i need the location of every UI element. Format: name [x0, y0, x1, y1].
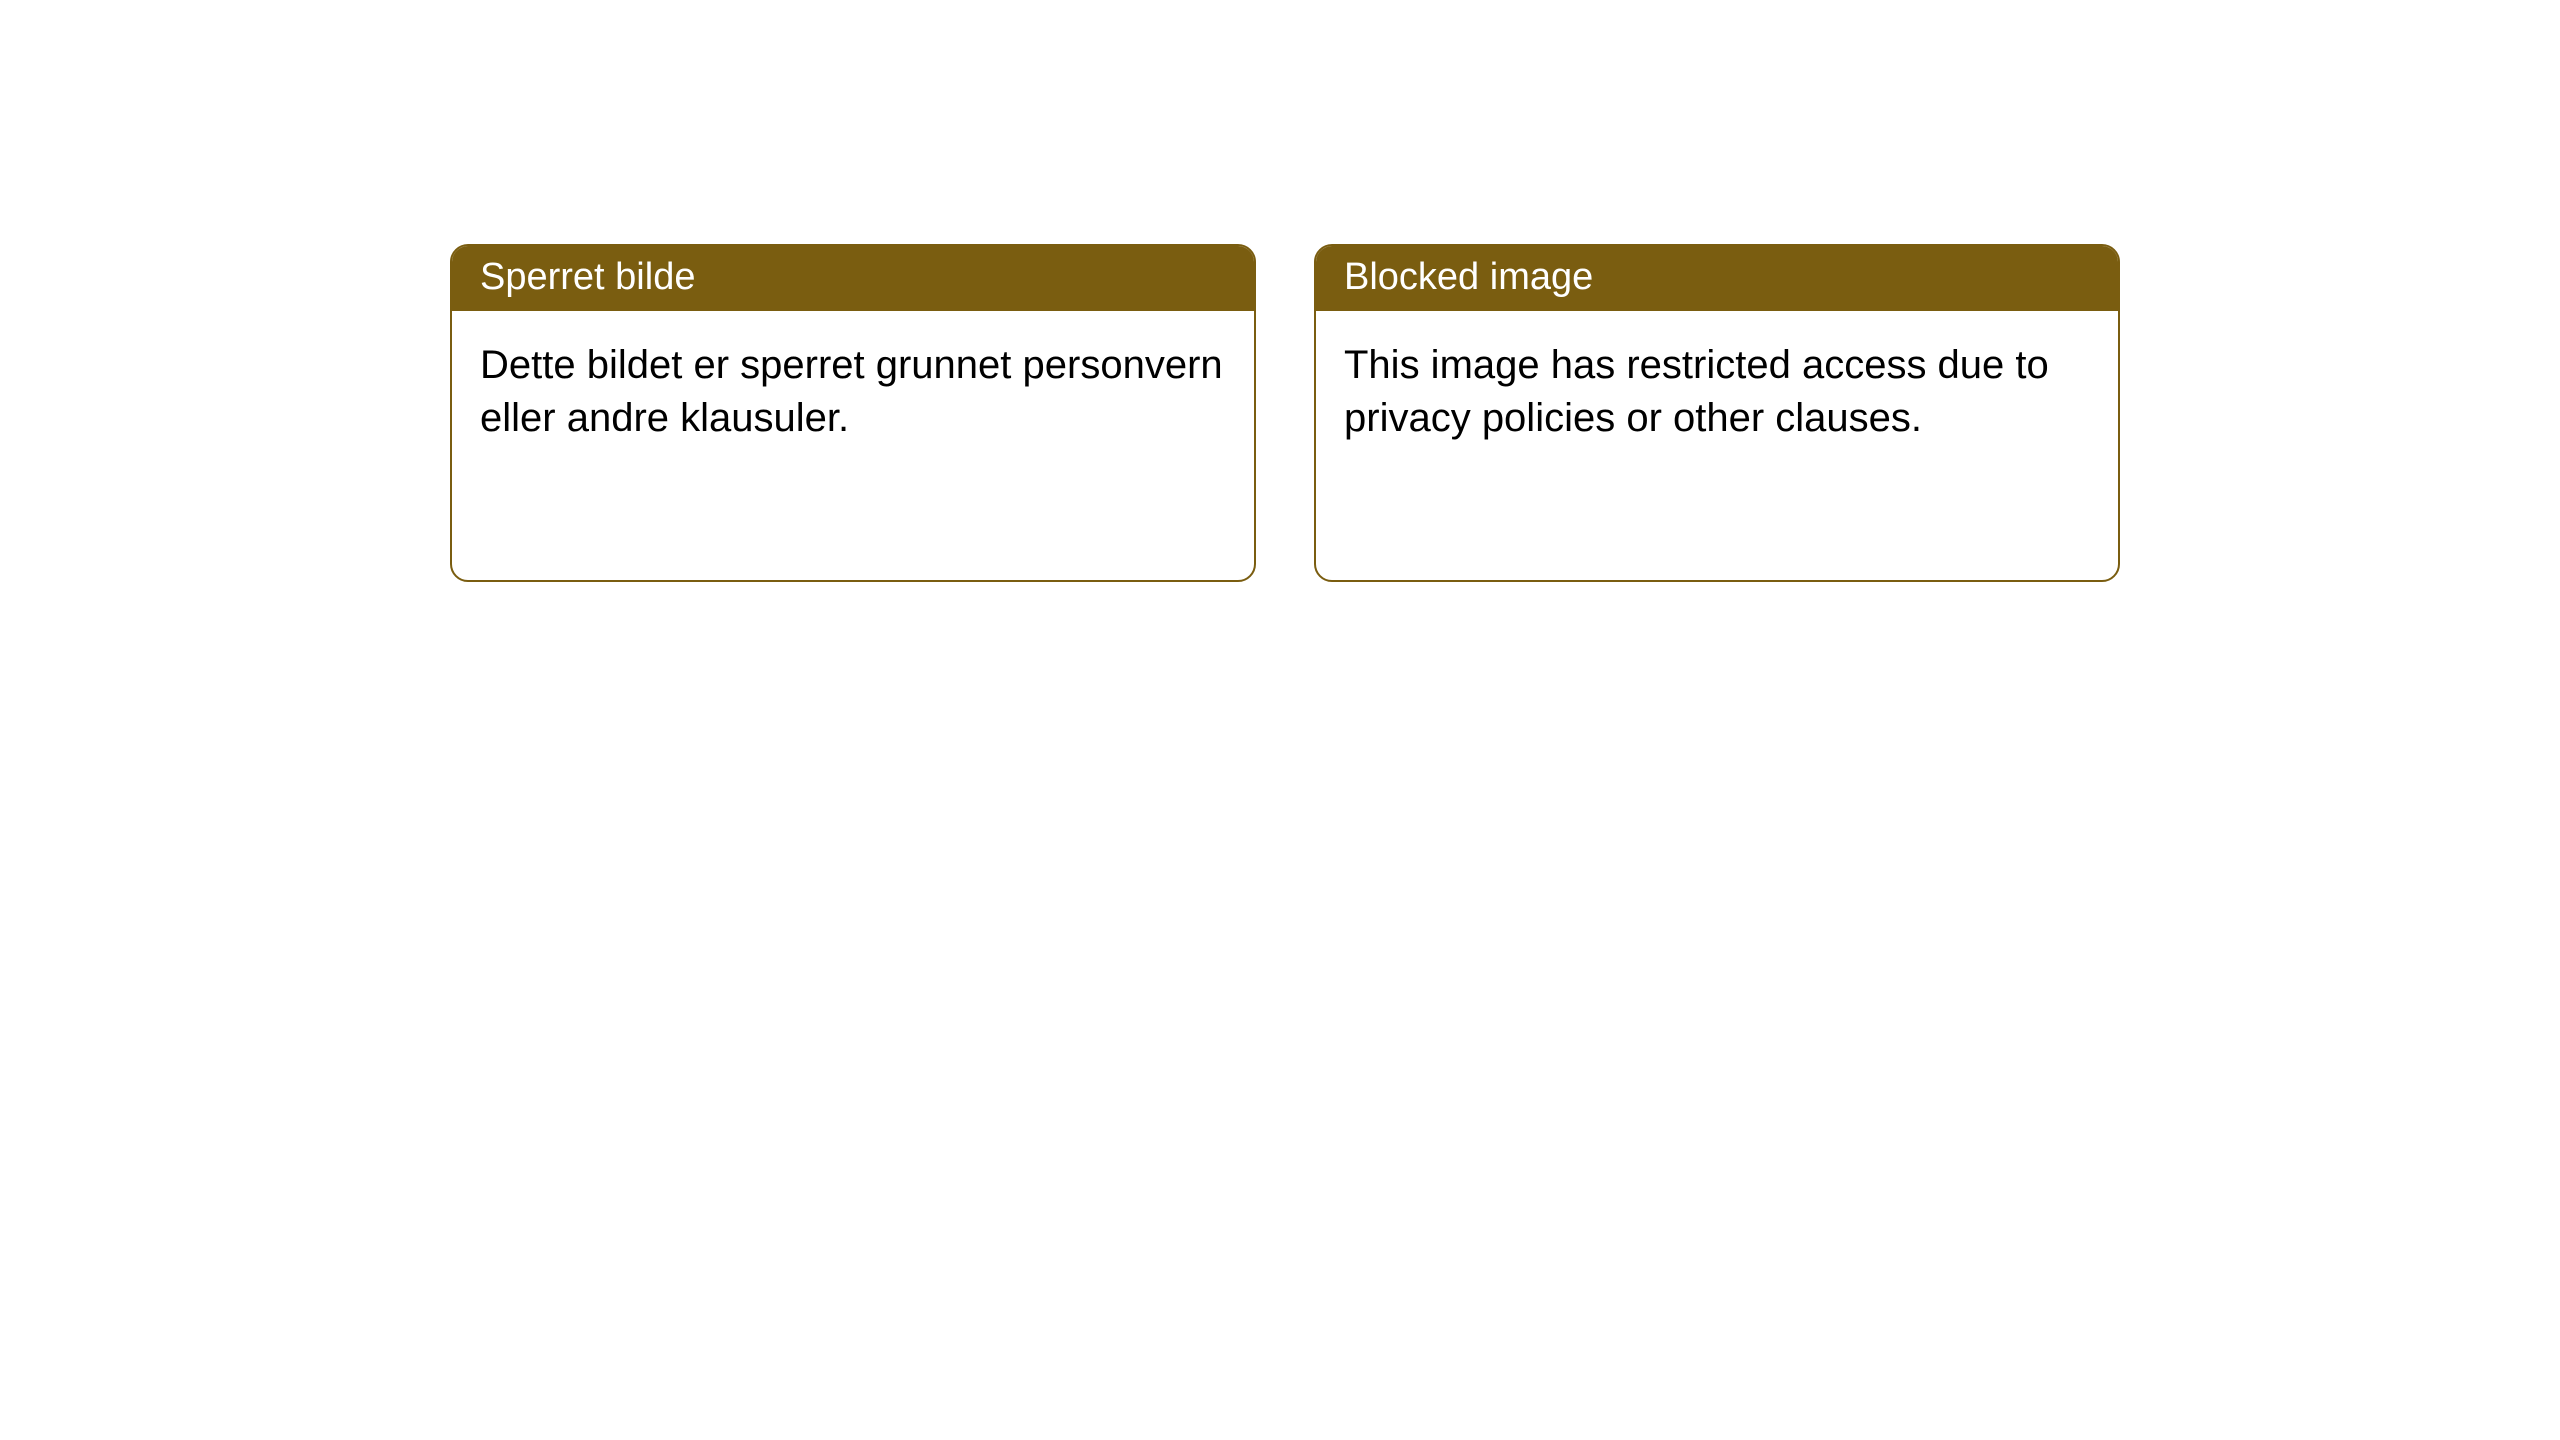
- notice-card-english: Blocked image This image has restricted …: [1314, 244, 2120, 582]
- notice-title: Sperret bilde: [452, 246, 1254, 311]
- notice-title: Blocked image: [1316, 246, 2118, 311]
- notices-container: Sperret bilde Dette bildet er sperret gr…: [0, 0, 2560, 582]
- notice-body: This image has restricted access due to …: [1316, 311, 2118, 473]
- notice-card-norwegian: Sperret bilde Dette bildet er sperret gr…: [450, 244, 1256, 582]
- notice-body: Dette bildet er sperret grunnet personve…: [452, 311, 1254, 473]
